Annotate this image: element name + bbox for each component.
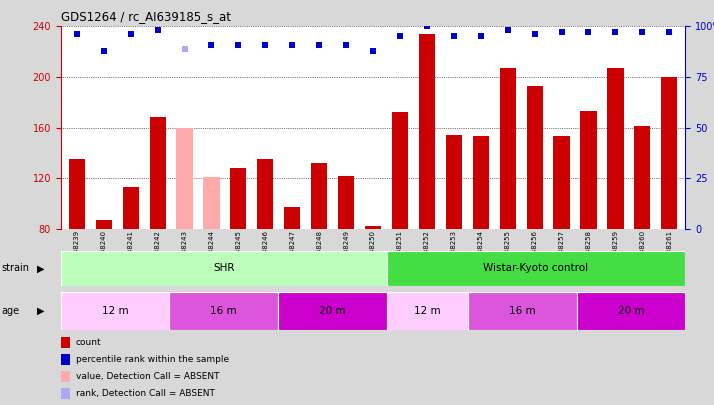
Bar bbox=[446, 135, 462, 229]
Bar bbox=[338, 176, 354, 229]
Bar bbox=[468, 292, 577, 330]
Text: 12 m: 12 m bbox=[101, 306, 129, 316]
Bar bbox=[311, 163, 327, 229]
Bar bbox=[61, 292, 169, 330]
Bar bbox=[387, 292, 468, 330]
Bar bbox=[284, 207, 301, 229]
Text: SHR: SHR bbox=[213, 263, 234, 273]
Bar bbox=[392, 112, 408, 229]
Text: 20 m: 20 m bbox=[319, 306, 346, 316]
Bar bbox=[278, 292, 387, 330]
Bar bbox=[123, 187, 139, 229]
Text: percentile rank within the sample: percentile rank within the sample bbox=[76, 355, 228, 364]
Bar bbox=[169, 292, 278, 330]
Bar bbox=[661, 77, 678, 229]
Bar bbox=[419, 34, 435, 229]
Text: ▶: ▶ bbox=[37, 306, 45, 316]
Text: ▶: ▶ bbox=[37, 263, 45, 273]
Bar bbox=[149, 117, 166, 229]
Text: age: age bbox=[1, 306, 19, 316]
Text: 12 m: 12 m bbox=[414, 306, 441, 316]
Bar bbox=[257, 159, 273, 229]
Bar bbox=[608, 68, 623, 229]
Bar bbox=[203, 177, 220, 229]
Text: Wistar-Kyoto control: Wistar-Kyoto control bbox=[483, 263, 588, 273]
Bar bbox=[577, 292, 685, 330]
Bar bbox=[526, 86, 543, 229]
Text: value, Detection Call = ABSENT: value, Detection Call = ABSENT bbox=[76, 372, 219, 381]
Bar bbox=[473, 136, 489, 229]
Text: 16 m: 16 m bbox=[509, 306, 536, 316]
Bar bbox=[96, 220, 112, 229]
Bar bbox=[176, 128, 193, 229]
Bar bbox=[69, 159, 85, 229]
Text: GDS1264 / rc_AI639185_s_at: GDS1264 / rc_AI639185_s_at bbox=[61, 10, 231, 23]
Bar bbox=[387, 251, 685, 286]
Bar bbox=[61, 251, 387, 286]
Text: count: count bbox=[76, 338, 101, 347]
Text: rank, Detection Call = ABSENT: rank, Detection Call = ABSENT bbox=[76, 389, 215, 398]
Bar bbox=[634, 126, 650, 229]
Bar bbox=[500, 68, 516, 229]
Bar bbox=[553, 136, 570, 229]
Bar bbox=[580, 111, 597, 229]
Bar bbox=[365, 226, 381, 229]
Text: strain: strain bbox=[1, 263, 29, 273]
Bar bbox=[231, 168, 246, 229]
Text: 20 m: 20 m bbox=[618, 306, 644, 316]
Text: 16 m: 16 m bbox=[211, 306, 237, 316]
